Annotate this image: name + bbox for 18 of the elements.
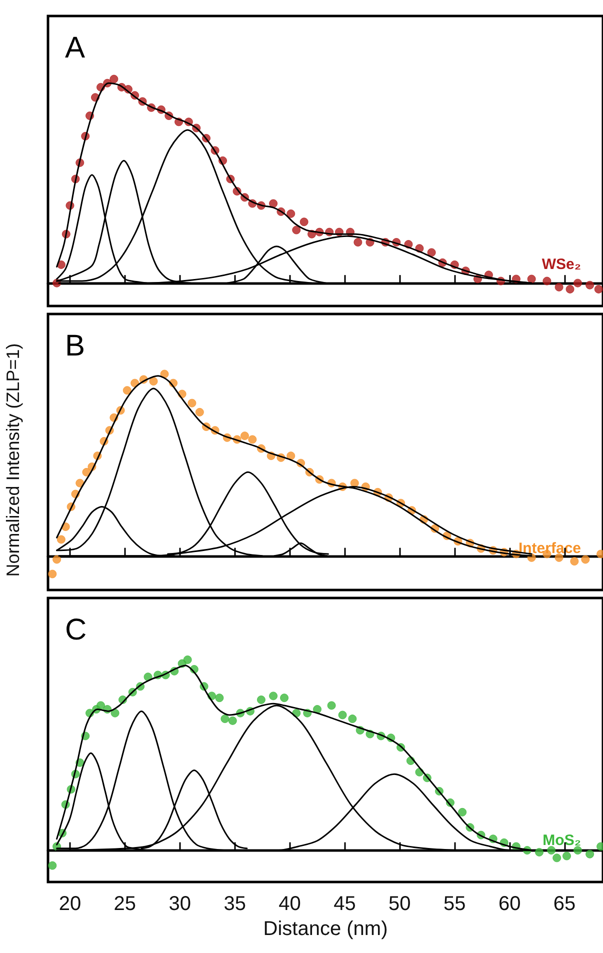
chart-title: A: [65, 32, 86, 64]
chart-title: B: [65, 330, 86, 362]
x-tick-label: 25: [114, 893, 136, 915]
x-tick-label: 20: [58, 893, 82, 915]
x-tick-label: 55: [444, 893, 466, 915]
y-axis-title: Normalized Intensity (ZLP=1): [2, 343, 24, 577]
x-axis-title: Distance (nm): [263, 918, 388, 940]
series-label: MoS₂: [542, 832, 581, 849]
x-tick-label: 50: [388, 893, 411, 915]
x-tick-label: 65: [553, 893, 576, 915]
x-tick-label: 60: [498, 893, 521, 915]
chart-title: C: [65, 614, 87, 646]
x-tick-label: 30: [168, 893, 192, 915]
x-tick-label: 40: [278, 893, 301, 915]
series-label: Interface: [518, 540, 582, 557]
x-tick-label: 45: [334, 893, 356, 915]
series-label: WSe₂: [542, 256, 581, 273]
x-tick-label: 35: [224, 893, 246, 915]
